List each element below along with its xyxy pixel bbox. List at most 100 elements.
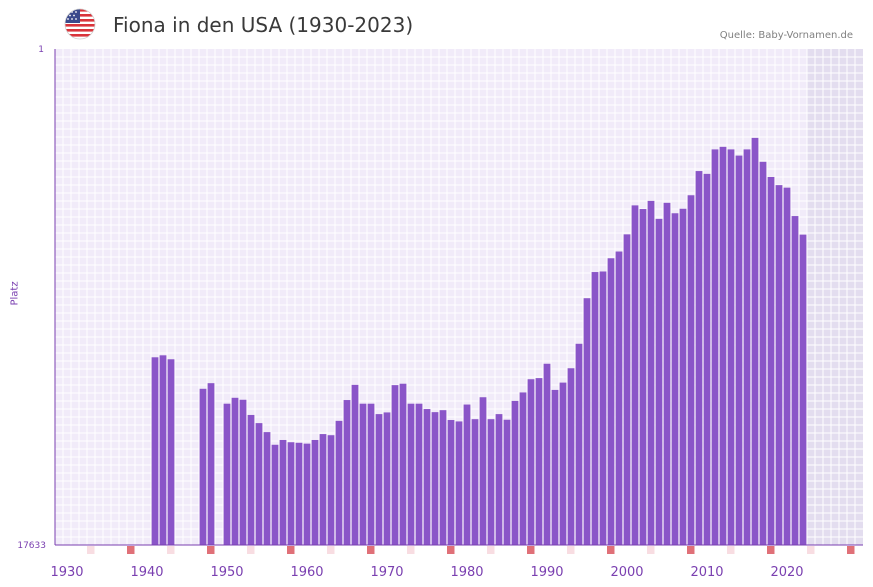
bar-1991 [551,389,559,545]
year-marker [327,546,335,554]
bar-2007 [679,208,687,545]
x-tick-label-1980: 1980 [450,565,483,580]
bar-1965 [343,400,351,545]
bar-2010 [703,173,711,545]
bar-1997 [599,271,607,545]
usa-flag-icon [64,8,96,40]
x-tick-label-1940: 1940 [130,565,163,580]
bar-1968 [367,403,375,545]
bar-1985 [503,419,511,545]
x-tick-label-1930: 1930 [50,565,83,580]
y-tick-label-bottom: 17633 [17,541,46,551]
bar-2013 [727,149,735,545]
bar-1956 [271,444,279,545]
bar-2004 [655,218,663,546]
bar-1961 [311,439,319,545]
bar-2009 [695,171,703,545]
year-marker [127,546,135,554]
bar-1972 [399,383,407,545]
year-marker [407,546,415,554]
bar-2003 [647,200,655,545]
source-credit: Quelle: Baby-Vornamen.de [719,30,853,41]
bar-2011 [711,149,719,545]
bar-1974 [415,403,423,545]
year-marker [447,546,455,554]
year-marker [567,546,575,554]
year-marker [207,546,215,554]
x-tick-label-1970: 1970 [370,565,403,580]
year-marker [487,546,495,554]
bar-1990 [543,363,551,545]
bar-1992 [559,382,567,545]
bar-1959 [295,442,303,545]
bar-1952 [239,399,247,545]
bar-1963 [327,435,335,545]
bar-1989 [535,378,543,545]
bar-1960 [303,443,311,545]
bar-1966 [351,384,359,545]
year-marker [687,546,695,554]
year-marker [607,546,615,554]
x-tick-label-2010: 2010 [690,565,723,580]
bar-2021 [791,216,799,545]
bar-1976 [431,412,439,545]
x-tick-label-1960: 1960 [290,565,323,580]
bar-2000 [623,234,631,545]
year-marker [87,546,95,554]
bar-1978 [447,420,455,545]
bar-2019 [775,185,783,545]
bar-1993 [567,368,575,545]
bar-2002 [639,209,647,545]
bar-2012 [719,146,727,545]
x-tick-label-1990: 1990 [530,565,563,580]
bar-2008 [687,195,695,546]
bar-2018 [767,176,775,545]
x-tick-label-1950: 1950 [210,565,243,580]
year-marker [247,546,255,554]
bar-1967 [359,403,367,545]
bar-1998 [607,258,615,545]
bar-2017 [759,161,767,545]
bar-1983 [487,419,495,545]
bar-1996 [591,272,599,545]
bar-2015 [743,149,751,545]
bar-1988 [527,379,535,545]
bar-1941 [151,357,159,545]
chart-title: Fiona in den USA (1930-2023) [113,13,414,37]
x-tick-label-2020: 2020 [770,565,803,580]
bar-1995 [583,298,591,545]
bar-1948 [207,383,215,545]
year-marker [767,546,775,554]
bar-1947 [199,388,207,545]
x-tick-label-2000: 2000 [610,565,643,580]
bar-1986 [511,400,519,545]
bar-1954 [255,423,263,545]
bar-1950 [223,403,231,545]
bar-1975 [423,409,431,545]
bar-1994 [575,343,583,545]
bar-2006 [671,213,679,545]
bar-1979 [455,421,463,545]
bar-1964 [335,420,343,545]
bar-2016 [751,137,759,545]
year-marker [527,546,535,554]
bar-1957 [279,439,287,545]
bar-1980 [463,404,471,545]
year-marker [367,546,375,554]
bar-2005 [663,202,671,545]
year-marker [807,546,815,554]
bar-2022 [799,234,807,545]
bar-1984 [495,414,503,545]
bar-1987 [519,392,527,545]
bar-1942 [159,355,167,545]
bar-1962 [319,434,327,545]
year-marker [847,546,855,554]
bar-2001 [631,205,639,545]
bar-1943 [167,359,175,545]
bar-1970 [383,412,391,545]
year-marker [167,546,175,554]
bar-1958 [287,442,295,545]
bar-1973 [407,403,415,545]
bar-1955 [263,432,271,545]
